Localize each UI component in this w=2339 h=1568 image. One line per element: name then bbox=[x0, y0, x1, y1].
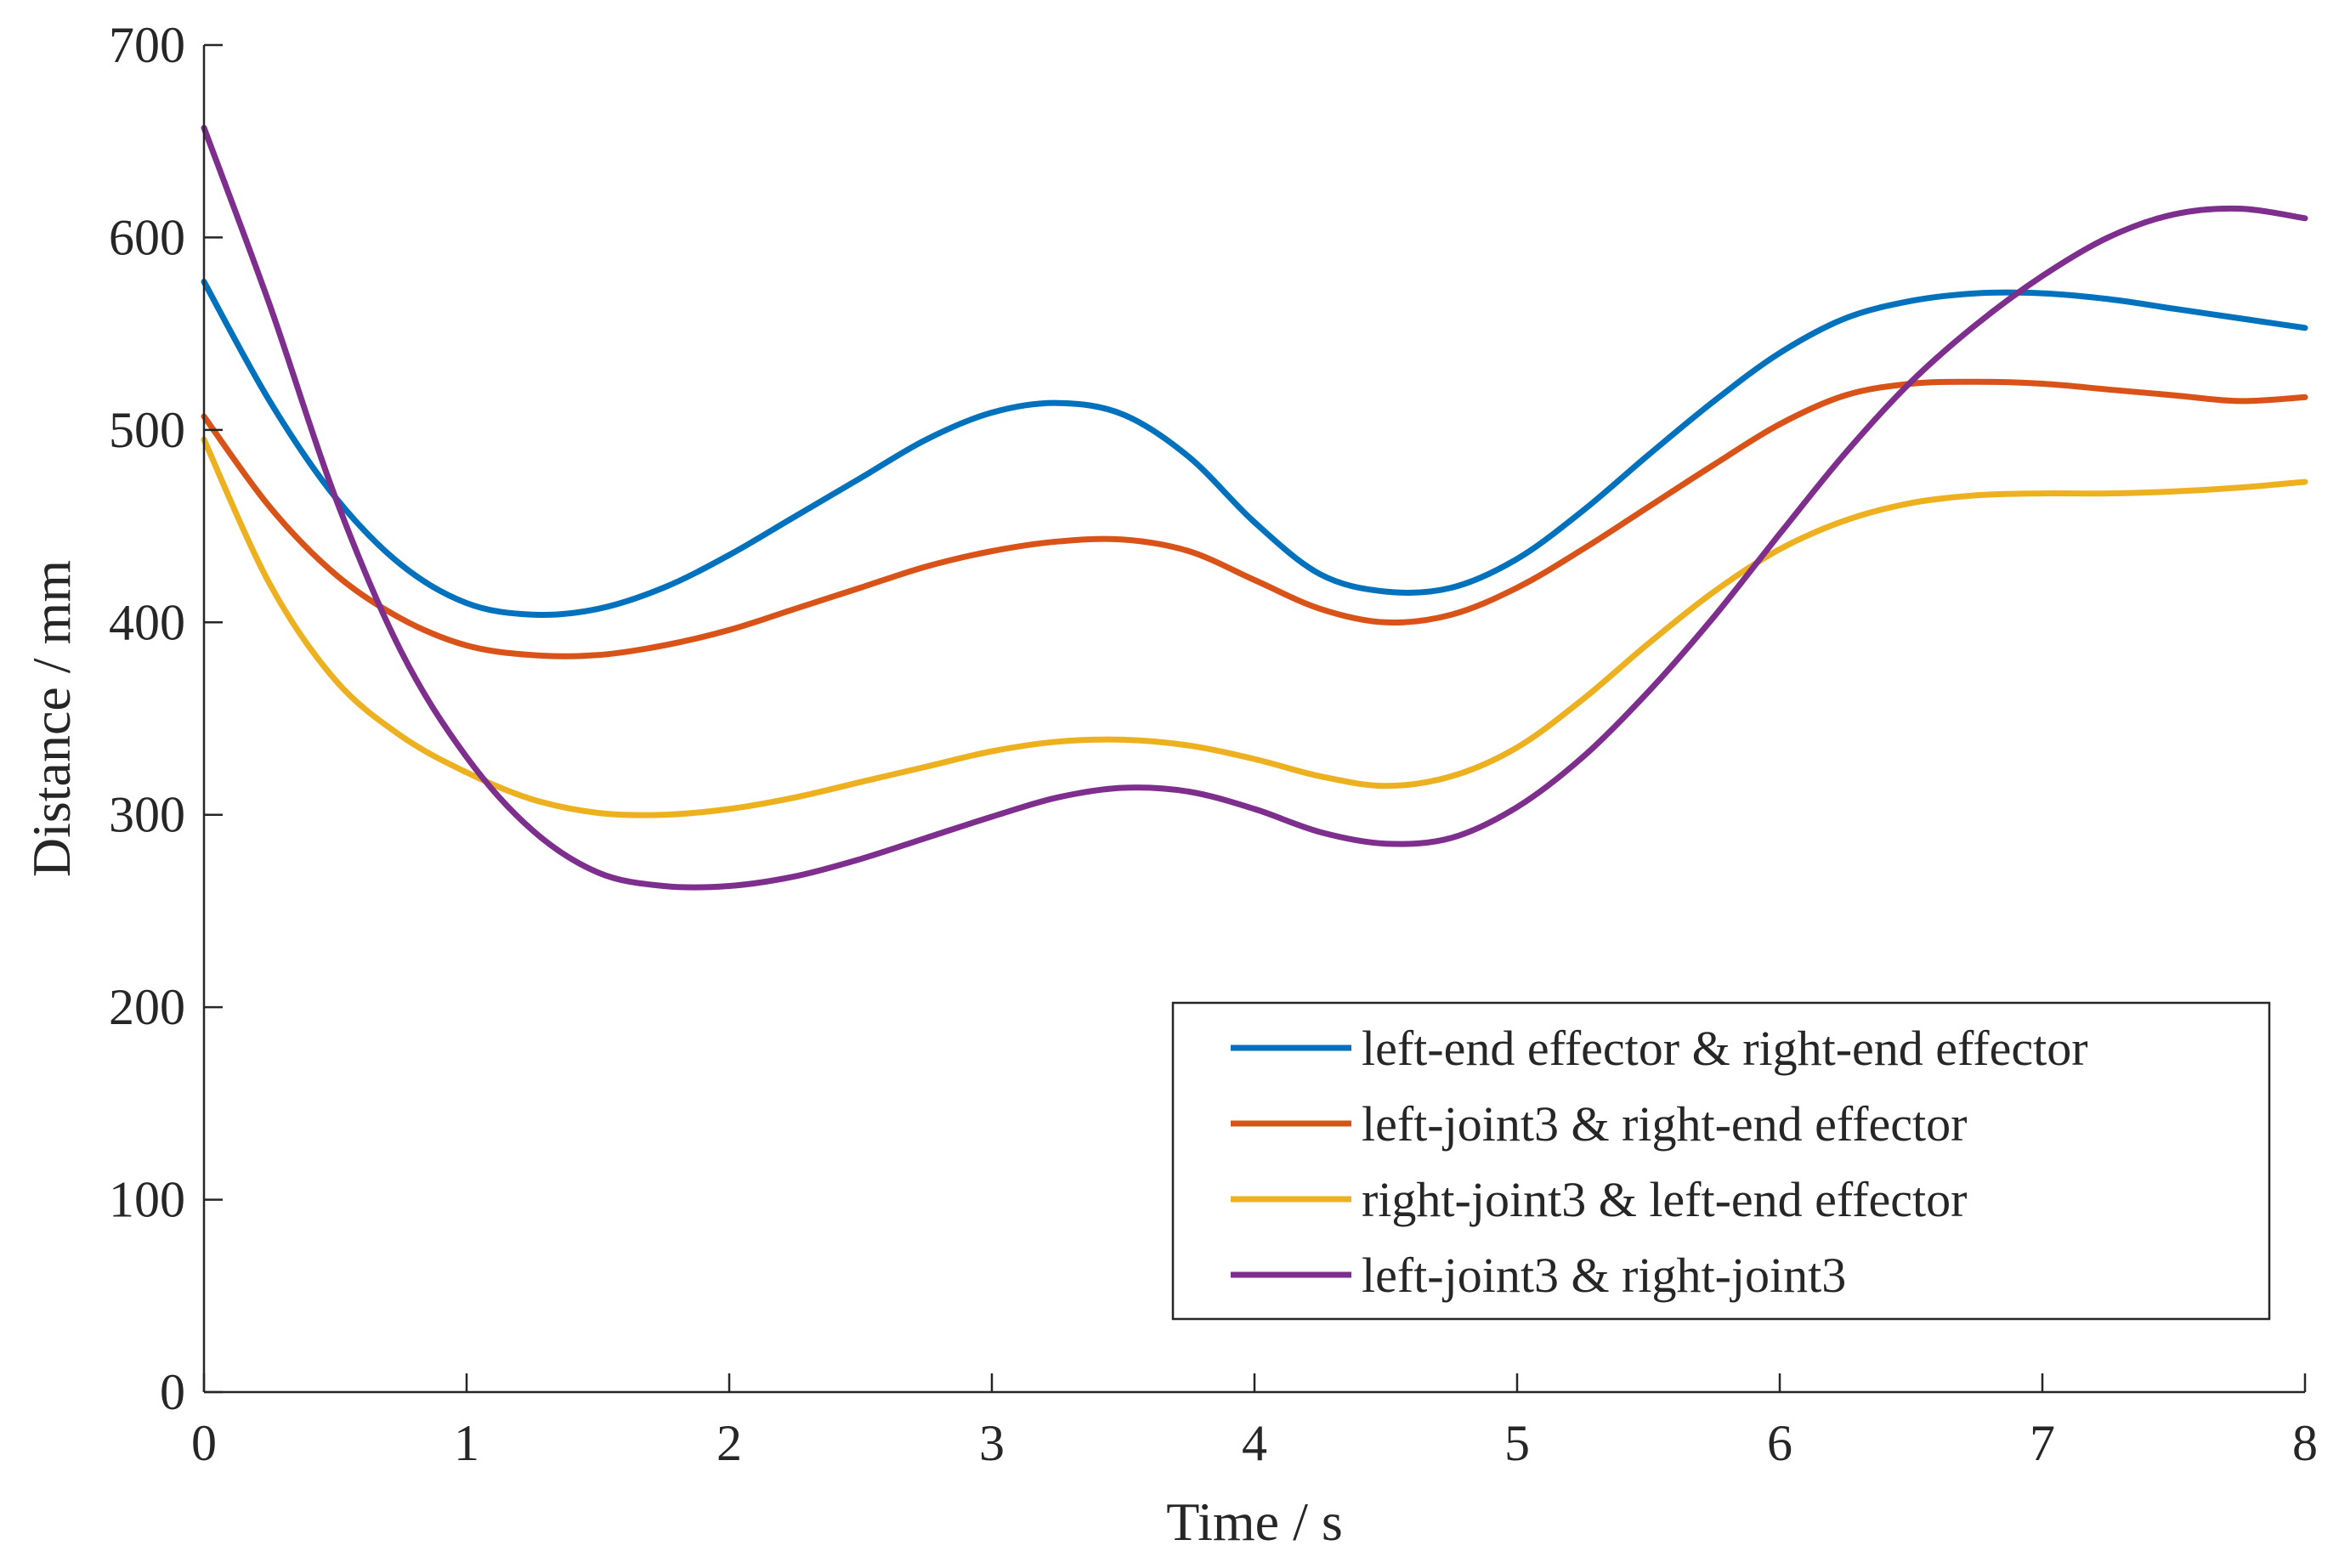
legend-label-4: left-joint3 & right-joint3 bbox=[1362, 1248, 1846, 1303]
x-tick-label: 5 bbox=[1504, 1415, 1530, 1471]
series-line-3 bbox=[201, 436, 2308, 818]
x-axis-title: Time / s bbox=[1166, 1492, 1343, 1552]
legend-label-2: left-joint3 & right-end effector bbox=[1362, 1096, 1967, 1152]
y-axis-title: Distance / mm bbox=[21, 560, 82, 877]
legend-label-3: right-joint3 & left-end effector bbox=[1362, 1172, 1967, 1227]
y-tick-label: 300 bbox=[109, 787, 185, 843]
series-lines bbox=[201, 124, 2308, 891]
axes: 0 1 2 3 4 5 6 7 8 0 100 200 300 400 500 600 700 Time / s D… bbox=[21, 17, 2318, 1552]
y-tick-label: 600 bbox=[109, 209, 185, 265]
x-tick-label: 2 bbox=[716, 1415, 742, 1471]
y-tick-label: 200 bbox=[109, 979, 185, 1035]
y-tick-label: 700 bbox=[109, 17, 185, 73]
series-line-1 bbox=[201, 279, 2308, 618]
legend: left-end effector & right-end effector le… bbox=[1171, 1001, 2271, 1321]
x-tick-label: 0 bbox=[191, 1415, 217, 1471]
y-tick-label: 500 bbox=[109, 402, 185, 458]
x-tick-label: 6 bbox=[1767, 1415, 1792, 1471]
y-tick-label: 400 bbox=[109, 594, 185, 650]
legend-label-1: left-end effector & right-end effector bbox=[1362, 1021, 2088, 1076]
y-tick-label: 100 bbox=[109, 1172, 185, 1228]
x-tick-label: 3 bbox=[979, 1415, 1005, 1471]
series-line-2 bbox=[201, 378, 2308, 659]
legend-box bbox=[1171, 1001, 2271, 1321]
x-tick-label: 4 bbox=[1242, 1415, 1267, 1471]
series-line-4 bbox=[201, 124, 2308, 891]
y-tick-label: 0 bbox=[160, 1364, 185, 1420]
x-tick-label: 8 bbox=[2292, 1415, 2318, 1471]
x-tick-label: 1 bbox=[454, 1415, 479, 1471]
x-tick-label: 7 bbox=[2030, 1415, 2055, 1471]
